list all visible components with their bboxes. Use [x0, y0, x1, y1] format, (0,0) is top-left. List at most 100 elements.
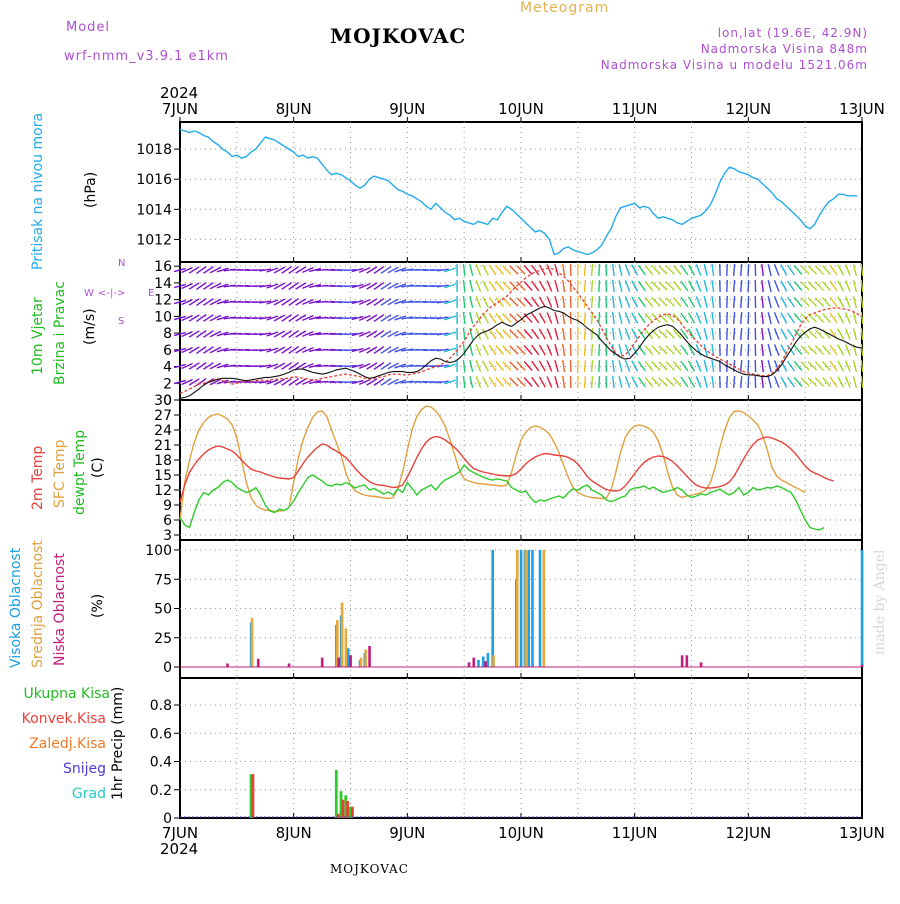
wind-arrow: [599, 360, 600, 372]
wind-arrow: [613, 344, 614, 356]
wind-arrow: [510, 330, 518, 338]
wind-arrow: [808, 298, 816, 306]
wind-arrow: [734, 296, 735, 308]
wind-arrow: [613, 376, 614, 388]
wind-arrow: [762, 264, 764, 276]
wind-arrow: [853, 280, 856, 292]
y-tick-label: 100: [145, 543, 172, 559]
wind-arrow: [659, 330, 667, 338]
wind-arrow: [555, 264, 558, 276]
wind-arrow: [599, 264, 600, 276]
wind-arrow: [599, 376, 600, 388]
wind-arrow: [510, 266, 518, 274]
wind-arrow: [846, 312, 850, 323]
y-tick-label: 12: [154, 293, 172, 309]
wind-arrow: [689, 297, 695, 307]
wind-arrow: [681, 345, 688, 355]
x-tick-label-bottom: 10JUN: [498, 824, 544, 842]
wind-arrow: [823, 281, 831, 290]
wind-arrow: [584, 264, 585, 276]
wind-arrow: [801, 378, 809, 387]
wind-arrow: [632, 313, 638, 324]
wind-arrow: [830, 281, 837, 291]
y-tick-label: 9: [163, 498, 172, 514]
wind-arrow: [555, 376, 558, 388]
y-tick-label: 27: [154, 408, 172, 424]
wind-arrow: [547, 360, 552, 371]
wind-arrow: [632, 297, 638, 308]
wind-arrow: [659, 266, 667, 274]
cloud-bar-high: [527, 550, 530, 667]
wind-arrow: [645, 377, 653, 386]
wind-arrow: [652, 346, 660, 355]
wind-arrow: [483, 345, 489, 356]
cloud-bar-mid: [251, 618, 254, 667]
wind-arrow: [539, 313, 545, 323]
wind-arrow: [775, 280, 779, 291]
wind-arrow: [666, 378, 674, 387]
wind-arrow: [741, 328, 742, 340]
wind-arrow: [489, 313, 496, 323]
wind-arrow: [645, 281, 653, 290]
wind-arrow: [734, 376, 735, 388]
wind-arrow: [592, 360, 593, 372]
wind-arrow: [532, 297, 539, 307]
y-tick-label: 6: [163, 513, 172, 529]
wind-arrow: [592, 376, 593, 388]
wind-arrow: [645, 345, 653, 354]
wind-arrow: [584, 344, 585, 356]
wind-arrow: [794, 265, 802, 274]
x-tick-label-top: 9JUN: [389, 100, 425, 118]
cloud-bar-high: [539, 550, 542, 667]
wind-arrow: [666, 298, 674, 307]
wind-arrow: [794, 297, 802, 306]
wind-arrow: [704, 328, 707, 340]
wind-arrow: [613, 312, 614, 324]
wind-arrow: [510, 362, 518, 370]
wind-arrow: [547, 280, 552, 291]
temp-2m-line: [180, 437, 834, 503]
wind-arrow: [775, 312, 779, 323]
wind-arrow: [476, 344, 480, 355]
cloud-bar-low: [700, 662, 703, 667]
y-tick-label: 15: [154, 468, 172, 484]
wind-arrow: [681, 377, 688, 387]
wind-arrow: [741, 264, 742, 276]
wind-arrow: [496, 313, 504, 322]
wind-arrow: [823, 265, 831, 274]
wind-arrow: [503, 314, 511, 323]
wind-arrow: [539, 281, 545, 291]
wind-arrow: [762, 360, 764, 372]
wind-arrow: [532, 361, 539, 371]
x-tick-label-bottom: 12JUN: [725, 824, 771, 842]
wind-arrow: [787, 297, 794, 307]
wind-arrow: [768, 376, 771, 388]
wind-arrow: [489, 265, 496, 275]
wind-arrow: [584, 328, 585, 340]
wind-arrow: [712, 280, 714, 292]
wind-arrow: [463, 264, 464, 276]
y-tick-label: 1012: [136, 232, 172, 248]
wind-arrow: [555, 280, 558, 292]
wind-arrow: [539, 329, 545, 339]
cloud-bar-low: [468, 662, 471, 667]
wind-arrow: [619, 328, 622, 340]
wind-arrow: [673, 361, 681, 370]
y-tick-label: 50: [154, 602, 172, 618]
wind-arrow: [781, 297, 787, 307]
wind-arrow: [673, 265, 681, 274]
wind-arrow: [775, 264, 779, 275]
wind-arrow: [613, 296, 614, 308]
wind-arrow: [823, 377, 831, 386]
wind-arrow: [696, 280, 701, 291]
wind-arrow: [781, 281, 787, 291]
wind-arrow: [689, 265, 695, 275]
wind-arrow: [489, 297, 496, 307]
cloud-bar-high: [487, 653, 490, 667]
wind-arrow: [794, 377, 802, 386]
wind-arrow: [853, 376, 856, 388]
wind-arrow: [524, 329, 532, 338]
wind-arrow: [846, 264, 850, 275]
wind-arrow: [539, 361, 545, 371]
